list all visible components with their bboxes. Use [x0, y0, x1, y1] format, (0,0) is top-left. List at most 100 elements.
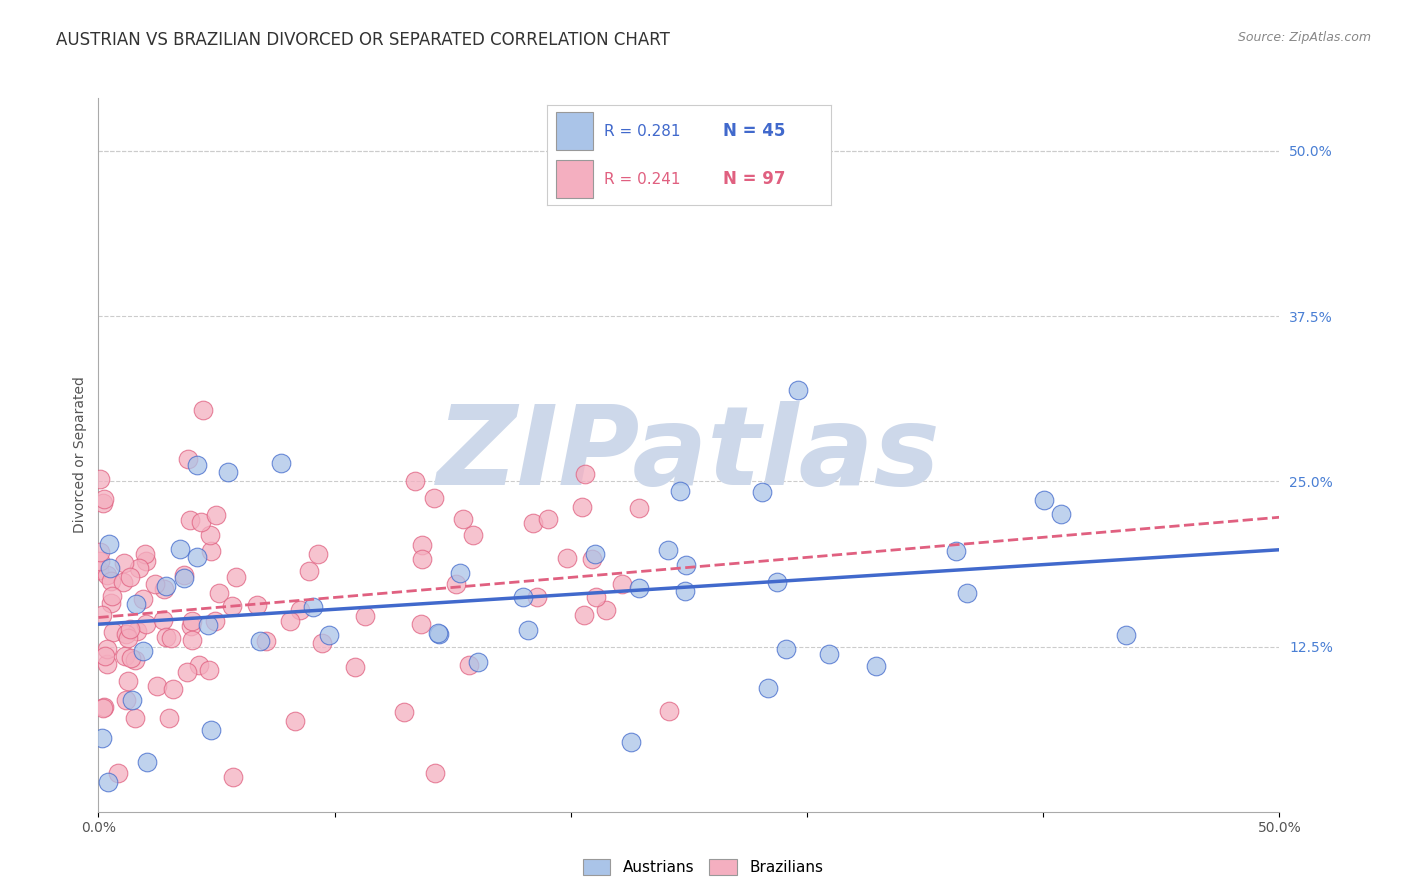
Point [89, 564, 111, 578]
Point [124, 597, 146, 611]
Point [311, 636, 333, 650]
Point [145, 576, 167, 591]
Point [288, 603, 311, 617]
Point [451, 512, 474, 526]
Point [522, 516, 544, 531]
Point [669, 484, 692, 499]
Point [787, 383, 810, 397]
Point [218, 465, 240, 479]
Point [197, 617, 219, 632]
Point [526, 590, 548, 604]
Point [427, 626, 450, 640]
Point [128, 561, 150, 575]
Point [673, 583, 696, 598]
Point [658, 704, 681, 718]
Point [302, 600, 325, 615]
Legend: Austrians, Brazilians: Austrians, Brazilians [583, 860, 823, 875]
Point [249, 633, 271, 648]
Point [225, 570, 247, 584]
Point [1050, 507, 1073, 521]
Point [117, 673, 139, 688]
Point [107, 765, 129, 780]
Point [404, 474, 426, 488]
Point [945, 544, 967, 558]
Point [344, 660, 367, 674]
Point [124, 653, 146, 667]
Point [100, 574, 122, 588]
Point [155, 579, 177, 593]
Point [461, 527, 484, 541]
Point [198, 528, 221, 542]
Point [169, 541, 191, 556]
Point [125, 624, 148, 638]
Point [458, 657, 481, 672]
Point [176, 665, 198, 679]
Point [205, 508, 228, 522]
Point [270, 456, 292, 470]
Point [131, 592, 153, 607]
Point [354, 609, 377, 624]
Point [610, 577, 633, 591]
Point [96, 567, 118, 582]
Point [517, 624, 540, 638]
Point [89, 554, 111, 568]
Point [96, 657, 118, 671]
Point [585, 547, 607, 561]
Point [298, 564, 321, 578]
Point [91, 607, 114, 622]
Point [120, 650, 142, 665]
Point [96, 642, 118, 657]
Point [411, 616, 433, 631]
Point [585, 590, 607, 604]
Point [180, 619, 202, 633]
Point [135, 756, 157, 770]
Point [956, 586, 979, 600]
Point [117, 631, 139, 645]
Point [204, 614, 226, 628]
Point [89, 471, 111, 485]
Point [111, 575, 134, 590]
Point [134, 547, 156, 561]
Point [120, 622, 142, 636]
Point [307, 548, 329, 562]
Point [100, 589, 122, 603]
Point [200, 544, 222, 558]
Point [89, 545, 111, 559]
Point [114, 627, 136, 641]
Point [152, 582, 174, 597]
Text: ZIPatlas: ZIPatlas [437, 401, 941, 508]
Point [132, 644, 155, 658]
Point [160, 631, 183, 645]
Point [246, 599, 269, 613]
Point [157, 710, 180, 724]
Point [112, 556, 135, 570]
Point [93, 491, 115, 506]
Point [675, 558, 697, 572]
Point [191, 403, 214, 417]
Point [162, 681, 184, 696]
Point [198, 663, 221, 677]
Point [758, 681, 780, 695]
Point [91, 496, 114, 510]
Point [555, 550, 578, 565]
Point [91, 701, 114, 715]
Point [411, 552, 433, 566]
Point [114, 693, 136, 707]
Point [173, 568, 195, 582]
Point [394, 705, 416, 719]
Point [595, 603, 617, 617]
Text: AUSTRIAN VS BRAZILIAN DIVORCED OR SEPARATED CORRELATION CHART: AUSTRIAN VS BRAZILIAN DIVORCED OR SEPARA… [56, 31, 671, 49]
Point [444, 576, 467, 591]
Point [208, 585, 231, 599]
Point [135, 553, 157, 567]
Point [100, 596, 122, 610]
Point [254, 634, 277, 648]
Point [186, 458, 208, 472]
Point [1032, 493, 1054, 508]
Point [114, 649, 136, 664]
Point [101, 625, 124, 640]
Point [1115, 628, 1137, 642]
Point [467, 655, 489, 669]
Point [574, 467, 596, 481]
Point [775, 642, 797, 657]
